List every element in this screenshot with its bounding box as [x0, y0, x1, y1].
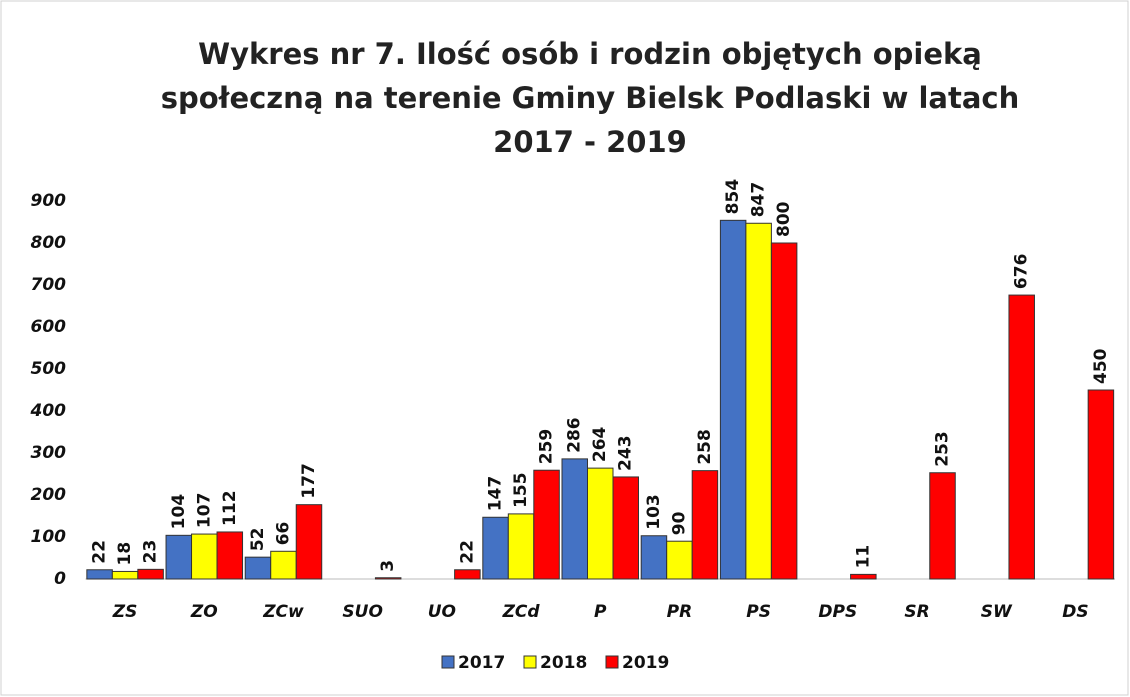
- y-tick-label: 300: [31, 443, 67, 463]
- data-label: 107: [194, 493, 214, 529]
- bar: [850, 573, 877, 580]
- data-label: 155: [511, 472, 531, 508]
- y-tick-label: 200: [31, 485, 67, 505]
- x-tick-label: SR: [904, 602, 929, 622]
- x-tick-label: SUO: [342, 602, 383, 622]
- data-label: 90: [669, 511, 689, 535]
- bar: [612, 476, 639, 580]
- data-label: 104: [169, 494, 189, 530]
- data-label: 847: [749, 182, 769, 218]
- bar: [666, 540, 693, 580]
- data-label: 18: [115, 542, 135, 566]
- data-label: 258: [695, 429, 715, 465]
- bar: [1008, 294, 1035, 580]
- x-tick-label: PS: [746, 602, 771, 622]
- data-label: 23: [141, 540, 161, 564]
- x-tick-label: P: [594, 602, 607, 622]
- data-label: 286: [565, 417, 585, 453]
- bar: [691, 470, 719, 580]
- legend-swatch: [441, 655, 455, 669]
- bar: [216, 531, 244, 580]
- bar: [719, 219, 747, 580]
- bar: [374, 577, 402, 580]
- data-label: 177: [299, 463, 319, 499]
- bar: [482, 516, 509, 580]
- y-tick-label: 0: [54, 569, 66, 589]
- data-label: 800: [774, 201, 794, 237]
- x-tick-label: DS: [1062, 602, 1088, 622]
- legend-label: 2017: [458, 653, 505, 673]
- bar: [111, 570, 139, 580]
- bar: [1087, 389, 1115, 580]
- y-tick-label: 900: [31, 191, 67, 211]
- bar: [86, 569, 113, 580]
- x-tick-label: SW: [981, 602, 1013, 622]
- y-tick-label: 700: [31, 275, 67, 295]
- x-tick-label: ZCd: [502, 602, 541, 622]
- bar: [454, 569, 481, 580]
- data-label: 253: [933, 431, 953, 467]
- data-label: 52: [248, 527, 268, 551]
- legend-label: 2018: [540, 653, 587, 673]
- y-tick-label: 400: [30, 401, 67, 421]
- x-tick-label: ZCw: [262, 602, 304, 622]
- data-label: 66: [273, 522, 293, 546]
- data-label: 264: [590, 426, 610, 462]
- data-label: 259: [537, 429, 557, 465]
- bar: [587, 467, 614, 580]
- bar: [244, 556, 272, 580]
- bar: [165, 534, 193, 580]
- bar: [533, 469, 560, 580]
- bar: [640, 535, 668, 580]
- bar: [561, 458, 588, 580]
- legend-label: 2019: [622, 653, 669, 673]
- data-label: 11: [853, 545, 873, 569]
- x-tick-label: ZO: [190, 602, 218, 622]
- data-label: 676: [1012, 254, 1032, 290]
- y-tick-label: 600: [31, 317, 67, 337]
- data-label: 450: [1091, 348, 1111, 384]
- legend-swatch: [523, 655, 537, 669]
- y-tick-label: 500: [31, 359, 67, 379]
- data-label: 3: [378, 560, 398, 572]
- data-label: 112: [220, 490, 240, 526]
- x-tick-label: UO: [428, 602, 456, 622]
- y-tick-label: 100: [31, 527, 67, 547]
- x-tick-label: ZS: [112, 602, 138, 622]
- data-label: 22: [90, 540, 110, 564]
- bar: [191, 533, 218, 580]
- chart-title: Wykres nr 7. Ilość osób i rodzin objętyc…: [160, 37, 1020, 159]
- legend-swatch: [605, 655, 619, 669]
- y-tick-label: 800: [31, 233, 67, 253]
- bar: [507, 513, 535, 580]
- data-label: 103: [644, 494, 664, 530]
- data-label: 147: [486, 476, 506, 512]
- bar: [929, 472, 956, 580]
- data-label: 854: [723, 179, 743, 215]
- bar: [770, 242, 798, 580]
- data-label: 243: [616, 435, 636, 471]
- bar: [270, 550, 297, 580]
- x-tick-label: PR: [667, 602, 693, 622]
- bar: [295, 504, 323, 580]
- data-label: 22: [457, 540, 477, 564]
- x-tick-label: DPS: [818, 602, 857, 622]
- bar: [137, 568, 164, 580]
- bar: [745, 222, 772, 580]
